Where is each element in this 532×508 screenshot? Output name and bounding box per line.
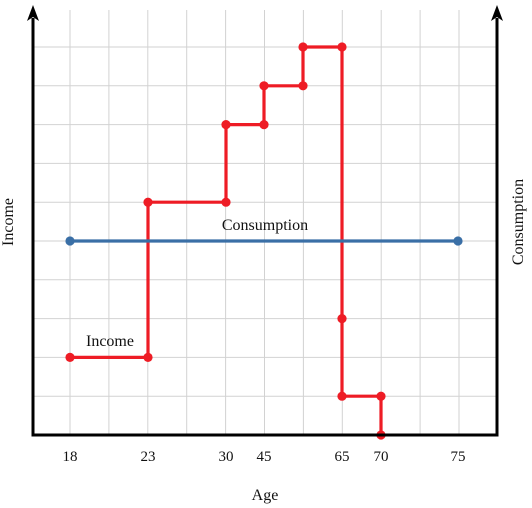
income-point: [298, 42, 308, 52]
income-point: [143, 352, 153, 362]
series-layer: [65, 42, 463, 440]
income-point: [221, 197, 231, 207]
income-point: [221, 120, 231, 130]
income-point: [298, 81, 308, 91]
income-point: [259, 81, 269, 91]
grid: [33, 10, 497, 435]
x-tick-label: 65: [335, 449, 350, 465]
y-axis-title-left: Income: [0, 198, 17, 246]
axes: [27, 5, 503, 437]
income-point: [259, 120, 269, 130]
income-line: [70, 45, 383, 435]
x-tick-label: 18: [63, 449, 78, 465]
income-point: [376, 391, 386, 401]
y-axis-right-arrowhead: [491, 5, 503, 21]
income-point: [143, 197, 153, 207]
x-tick-label: 23: [141, 449, 156, 465]
x-tick-label: 45: [257, 449, 272, 465]
income-series-label: Income: [86, 333, 134, 350]
x-tick-label: 70: [374, 449, 389, 465]
consumption-point: [65, 236, 75, 246]
income-point: [337, 391, 347, 401]
x-tick-label: 30: [219, 449, 234, 465]
income-point: [337, 42, 347, 52]
x-tick-labels: 18 23 30 45 65 70 75: [63, 449, 466, 465]
x-tick-label: 75: [451, 449, 466, 465]
income-point: [65, 352, 75, 362]
y-axis-title-right: Consumption: [510, 179, 527, 265]
consumption-series-label: Consumption: [222, 217, 308, 234]
y-axis-left-arrowhead: [27, 5, 39, 21]
income-point: [337, 314, 347, 324]
consumption-point: [453, 236, 463, 246]
x-axis-title: Age: [252, 487, 279, 504]
